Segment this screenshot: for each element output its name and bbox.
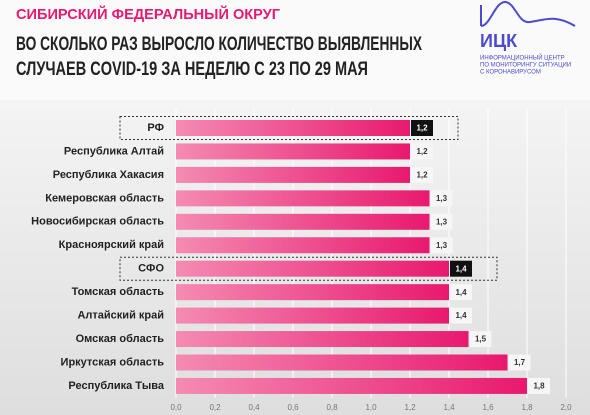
bar: [176, 284, 449, 301]
x-tick-label: 0,6: [287, 403, 299, 412]
x-tick-label: 1,2: [404, 403, 416, 412]
logo-wave: [480, 0, 576, 27]
value-label: 1,5: [475, 335, 487, 344]
x-tick-label: 1,6: [482, 403, 494, 412]
logo-text: ИНФОРМАЦИОННЫЙ ЦЕНТР: [480, 54, 565, 62]
title: ВО СКОЛЬКО РАЗ ВЫРОСЛО КОЛИЧЕСТВО ВЫЯВЛЕ…: [16, 34, 422, 55]
x-tick-label: 0,4: [248, 403, 260, 412]
x-tick-label: 0,0: [170, 403, 182, 412]
value-label: 1,4: [455, 264, 467, 273]
value-label-box: [450, 284, 472, 301]
bar: [176, 377, 527, 394]
value-label-box: [450, 260, 472, 277]
x-tick-label: 2,0: [560, 403, 572, 412]
value-label-box: [430, 190, 453, 207]
value-label-box: [411, 120, 433, 136]
value-label-box: [430, 213, 453, 230]
value-label: 1,2: [416, 124, 428, 133]
value-label-box: [469, 331, 492, 348]
logo-name: ИЦК: [480, 31, 518, 51]
bar: [176, 120, 410, 136]
value-label: 1,4: [455, 288, 467, 297]
bar: [176, 143, 410, 160]
value-label-box: [430, 237, 453, 254]
x-tick-label: 0,2: [209, 403, 221, 412]
bar: [176, 331, 469, 348]
value-label: 1,3: [436, 194, 448, 203]
highlight-box: [119, 256, 498, 281]
highlight-box: [119, 116, 459, 140]
bar: [176, 260, 449, 277]
subtitle: СИБИРСКИЙ ФЕДЕРАЛЬНЫЙ ОКРУГ: [16, 5, 280, 23]
value-label: 1,4: [455, 311, 467, 320]
logo-text: С КОРОНАВИРУСОМ: [480, 70, 541, 76]
value-label: 1,3: [436, 217, 448, 226]
y-tick-label: Республика Алтай: [64, 145, 164, 157]
x-tick-label: 1,8: [521, 403, 533, 412]
value-label: 1,3: [436, 241, 448, 250]
y-tick-label: Новосибирская область: [31, 216, 164, 228]
bar: [176, 237, 430, 254]
y-tick-label: Кемеровская область: [45, 192, 164, 204]
x-tick-label: 0,8: [326, 403, 338, 412]
bar: [176, 354, 508, 371]
value-label-box: [411, 166, 433, 183]
value-label: 1,8: [533, 382, 545, 391]
logo-text: ПО МОНИТОРИНГУ СИТУАЦИИ: [480, 63, 571, 69]
x-tick-label: 1,0: [365, 403, 377, 412]
y-tick-label: Алтайский край: [77, 310, 164, 322]
y-tick-label: Иркутская область: [61, 356, 165, 368]
y-tick-label: Республика Тыва: [68, 380, 164, 392]
y-tick-label: Республика Хакасия: [53, 169, 164, 181]
bar: [176, 213, 430, 230]
y-tick-label: СФО: [138, 263, 164, 275]
x-tick-label: 1,4: [443, 403, 455, 412]
value-label-box: [450, 307, 472, 324]
y-tick-label: Томская область: [72, 286, 165, 298]
value-label-box: [411, 143, 433, 160]
value-label: 1,7: [514, 358, 526, 367]
title: СЛУЧАЕВ COVID-19 ЗА НЕДЕЛЮ С 23 ПО 29 МА…: [16, 59, 368, 80]
bar: [176, 307, 449, 324]
bar: [176, 166, 410, 183]
y-tick-label: РФ: [147, 122, 164, 134]
y-tick-label: Красноярский край: [59, 239, 164, 251]
bar: [176, 190, 430, 207]
value-label: 1,2: [416, 147, 428, 156]
y-tick-label: Омская область: [76, 333, 165, 345]
value-label-box: [528, 377, 550, 394]
value-label: 1,2: [416, 171, 428, 180]
value-label-box: [508, 354, 531, 371]
